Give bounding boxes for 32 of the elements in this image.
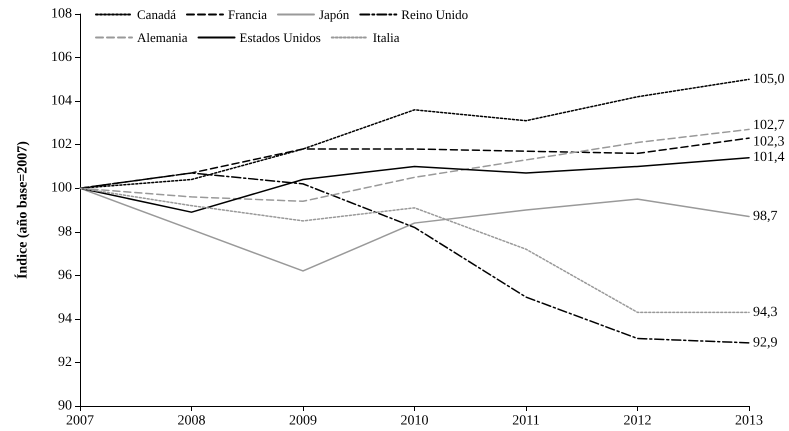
- legend-label: Japón: [318, 7, 350, 22]
- y-tick-label: 90: [58, 398, 72, 414]
- legend-label: Canadá: [137, 7, 176, 22]
- y-tick-label: 94: [58, 311, 72, 326]
- data-label: 102,7: [753, 118, 784, 133]
- data-label: 102,3: [753, 134, 784, 150]
- y-tick-label: 100: [51, 180, 72, 196]
- legend-label: Francia: [228, 7, 268, 22]
- y-tick-label: 108: [51, 6, 72, 22]
- y-tick-label: 102: [51, 137, 72, 152]
- x-tick-label: 2008: [178, 414, 206, 428]
- y-tick-label: 104: [51, 94, 72, 109]
- data-label: 94,3: [753, 304, 778, 320]
- x-tick-label: 2007: [66, 414, 94, 428]
- legend-label: Estados Unidos: [240, 30, 321, 45]
- y-tick-label: 96: [58, 268, 72, 283]
- legend-label: Reino Unido: [401, 7, 468, 22]
- data-label: 92,9: [753, 335, 778, 350]
- x-tick-label: 2012: [624, 414, 652, 428]
- legend-label: Italia: [372, 30, 400, 45]
- x-tick-label: 2010: [400, 414, 428, 428]
- x-tick-label: 2013: [735, 414, 763, 428]
- y-tick-label: 106: [51, 50, 72, 66]
- y-tick-label: 98: [58, 224, 72, 240]
- x-tick-label: 2009: [289, 414, 317, 428]
- legend-label: Alemania: [137, 30, 188, 45]
- y-axis-title: Índice (año base=2007): [14, 140, 30, 279]
- data-label: 98,7: [753, 209, 778, 224]
- x-tick-label: 2011: [512, 414, 540, 428]
- data-label: 105,0: [753, 72, 784, 87]
- data-label: 101,4: [753, 150, 784, 166]
- y-tick-label: 92: [58, 354, 72, 370]
